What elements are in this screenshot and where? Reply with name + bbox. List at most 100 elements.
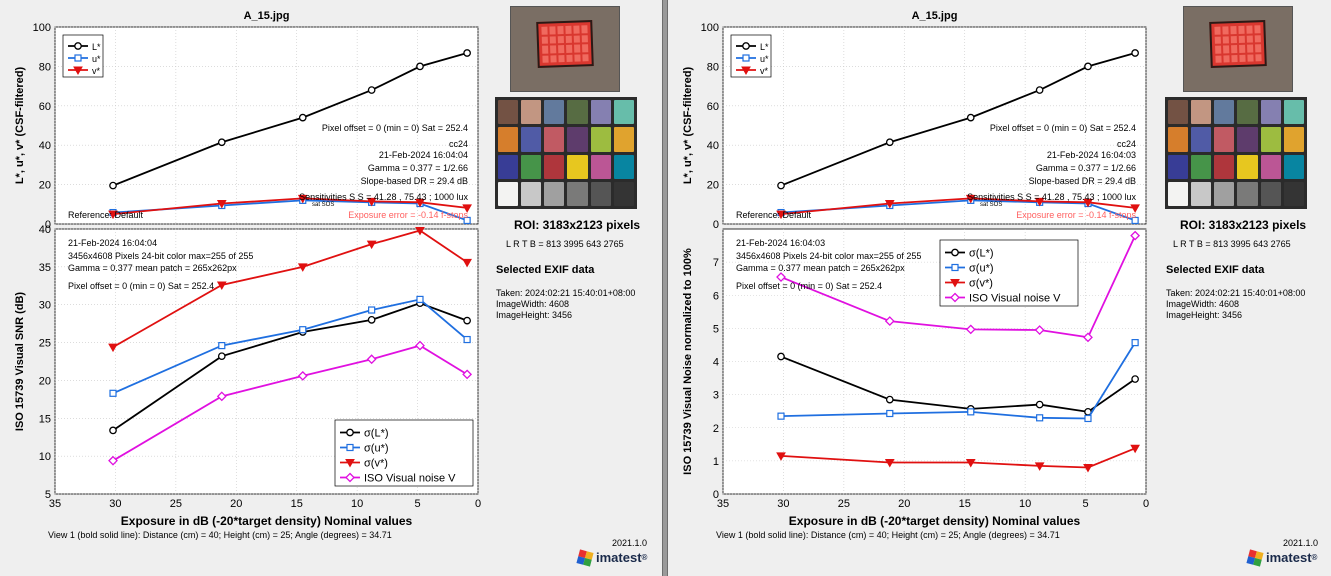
thumbnail-patch	[1246, 25, 1253, 34]
annotation-exposure-error: Exposure error = -0.14 f-stops	[348, 210, 468, 220]
thumbnail-patch	[1230, 35, 1237, 44]
color-patch	[544, 154, 565, 179]
y-tick-label: 60	[39, 101, 51, 113]
panel-divider[interactable]	[662, 0, 668, 576]
annotation-date: 21-Feb-2024 16:04:04	[379, 150, 468, 160]
thumbnail-patch	[1222, 26, 1229, 35]
legend-marker	[741, 66, 751, 76]
legend-marker	[951, 248, 959, 257]
thumbnail-patch	[565, 35, 572, 43]
thumbnail-patch	[1246, 34, 1253, 43]
color-patch	[1260, 154, 1281, 179]
thumbnail-patch	[1238, 35, 1245, 43]
color-patch	[1168, 127, 1189, 152]
logo-registered-mark: ®	[1311, 553, 1318, 562]
legend-box	[939, 239, 1079, 307]
roi-label: ROI: 3183x2123 pixels	[1180, 218, 1307, 232]
y-tick-label: 80	[39, 61, 51, 73]
thumbnail-patch	[1214, 36, 1221, 44]
data-point	[777, 412, 785, 420]
y-tick-label: 40	[39, 224, 51, 236]
data-point	[108, 455, 118, 466]
data-point	[965, 459, 976, 468]
color-patch	[1191, 127, 1212, 152]
roi-label: ROI: 3183x2123 pixels	[514, 218, 641, 232]
version-label: 2021.1.0	[1283, 538, 1319, 548]
thumbnail-patch	[549, 26, 556, 35]
y-tick-label: 4	[713, 357, 719, 369]
legend-marker	[74, 42, 82, 50]
color-checker-crop	[495, 97, 637, 209]
x-tick-label: 5	[1083, 498, 1089, 510]
data-point	[108, 343, 118, 353]
data-point	[109, 181, 117, 190]
thumbnail-patch	[558, 45, 565, 53]
logo-text: imatest	[1266, 550, 1312, 565]
annotation-reference: Reference: Default	[736, 210, 812, 220]
color-patch	[544, 100, 565, 125]
thumbnail-patch	[542, 55, 549, 63]
thumbnail-patch	[557, 26, 564, 34]
color-patch	[1214, 127, 1235, 152]
thumbnail-patch	[550, 54, 557, 63]
data-point	[1131, 339, 1139, 347]
thumbnail-patch	[582, 44, 589, 52]
thumbnail-patch	[566, 44, 573, 53]
info-pixel-offset: Pixel offset = 0 (min = 0) Sat = 252.4	[736, 281, 882, 291]
data-point	[967, 408, 975, 416]
data-point	[216, 391, 227, 402]
legend-label: ISO Visual noise V	[969, 293, 1061, 305]
y-tick-label: 3	[713, 390, 719, 402]
data-point	[462, 258, 472, 268]
legend-marker	[951, 263, 959, 272]
imatest-logo: imatest ®	[1246, 548, 1318, 567]
data-point	[1034, 462, 1045, 471]
color-patch	[498, 127, 519, 152]
data-point	[885, 138, 894, 147]
color-patch	[613, 100, 634, 125]
y-tick-label: 80	[707, 61, 719, 73]
y-tick-label: 10	[39, 451, 51, 463]
legend-marker	[742, 42, 750, 50]
annotation-slope-dr: Slope-based DR = 29.4 dB	[361, 176, 468, 186]
legend-marker	[346, 428, 354, 437]
thumbnail-target	[536, 20, 594, 68]
series-line	[112, 52, 468, 187]
x-tick-label: 35	[717, 498, 729, 510]
annotation-reference: Reference: Default	[68, 210, 144, 220]
series-line	[112, 199, 468, 222]
info-pixel-offset: Pixel offset = 0 (min = 0) Sat = 252.4	[68, 281, 214, 291]
data-point	[416, 295, 424, 304]
thumbnail-patch	[1231, 54, 1238, 63]
y-tick-label: 35	[39, 262, 51, 274]
data-point	[1131, 216, 1139, 225]
legend-label: ISO Visual noise V	[364, 473, 456, 485]
camera-thumbnail	[1183, 6, 1293, 92]
thumbnail-patch	[574, 53, 581, 62]
color-patch	[521, 100, 542, 125]
y-tick-label: 25	[39, 338, 51, 350]
y-tick-label: 0	[713, 489, 719, 501]
color-patch	[544, 181, 565, 206]
exif-list: Taken: 2024:02:21 15:40:01+08:00 ImageWi…	[496, 288, 635, 321]
thumbnail-patch	[566, 54, 573, 62]
info-pixels: 3456x4608 Pixels 24-bit color max=255 of…	[68, 251, 253, 261]
legend-marker	[73, 66, 83, 76]
thumbnail-patch	[541, 36, 548, 44]
color-patch	[1260, 127, 1281, 152]
thumbnail-patch	[541, 26, 548, 35]
data-point	[416, 62, 424, 71]
data-point	[965, 194, 976, 204]
view-info: View 1 (bold solid line): Distance (cm) …	[48, 530, 392, 540]
y-tick-label: 7	[713, 257, 719, 269]
thumbnail-patch	[573, 34, 580, 43]
thumbnail-patch	[1230, 26, 1237, 34]
y-tick-label: 30	[39, 300, 51, 312]
color-patch	[613, 154, 634, 179]
x-axis-label: Exposure in dB (-20*target density) Nomi…	[121, 514, 413, 528]
annotation-exposure-error: Exposure error = -0.14 f-stops	[1016, 210, 1136, 220]
imatest-logo: imatest ®	[576, 548, 647, 567]
color-patch	[1283, 127, 1304, 152]
thumbnail-patch	[1231, 45, 1238, 53]
